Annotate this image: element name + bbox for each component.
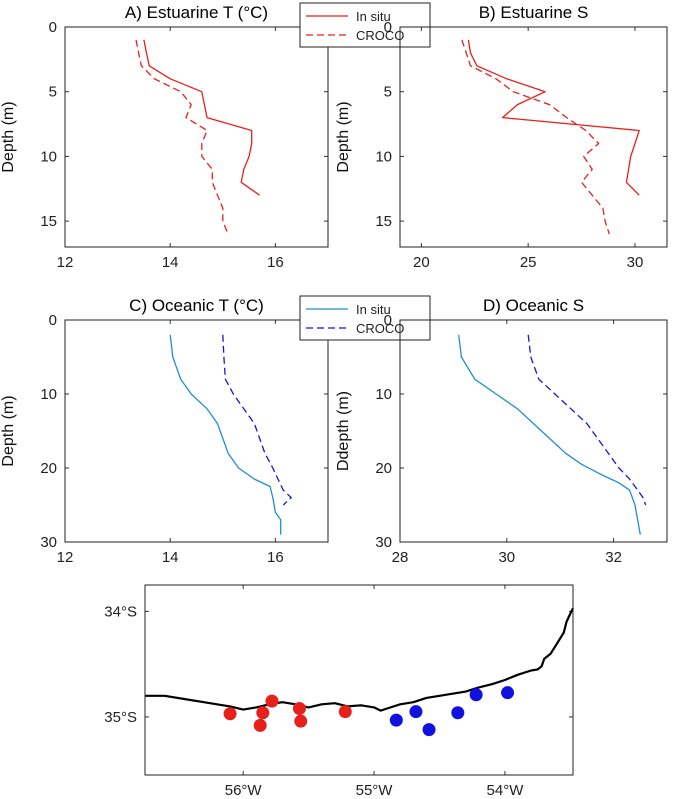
y-axis-label: Depth (m) — [335, 101, 352, 172]
x-tick-label: 28 — [392, 549, 409, 566]
estuarine-station-marker — [256, 706, 270, 720]
estuarine-station-marker — [253, 718, 267, 732]
oceanic-station-marker — [451, 706, 465, 720]
in-situ-profile-line — [169, 334, 282, 535]
x-tick-label: 14 — [162, 549, 179, 566]
oceanic-station-marker — [409, 705, 423, 719]
oceanic-station-marker — [469, 688, 483, 702]
oceanic-temperature-panel: C) Oceanic T (°C) Depth (m) 12 14 16 0 10 20 30 I… — [0, 295, 431, 566]
estuarine-temperature-panel: A) Estuarine T (°C) Depth (m) 12 14 16 0 5 10 15… — [0, 2, 431, 271]
y-tick-label: 5 — [384, 84, 392, 101]
legend: In situ CROCO — [299, 295, 431, 341]
oceanic-station-marker — [422, 723, 436, 737]
y-axis-label: Ddepth (m) — [335, 391, 352, 471]
oceanic-station-marker — [501, 686, 515, 700]
y-tick-label: 15 — [40, 213, 57, 230]
y-tick-label: 10 — [375, 386, 392, 403]
legend-entry-label: In situ — [356, 302, 391, 317]
panel-title: C) Oceanic T (°C) — [129, 296, 264, 315]
x-tick-label: 30 — [498, 549, 515, 566]
axes-box — [64, 26, 329, 248]
x-tick-label: 56°W — [225, 782, 263, 799]
x-tick-label: 30 — [627, 254, 644, 271]
y-tick-label: 5 — [49, 84, 57, 101]
croco-profile-line — [135, 39, 229, 235]
panel-title: B) Estuarine S — [479, 3, 589, 22]
y-tick-label: 30 — [40, 534, 57, 551]
axes-box — [64, 319, 329, 543]
x-tick-label: 12 — [57, 254, 74, 271]
estuarine-station-marker — [265, 694, 279, 708]
in-situ-profile-line — [467, 39, 640, 196]
x-tick-label: 16 — [267, 549, 284, 566]
in-situ-profile-line — [143, 39, 260, 196]
y-tick-label: 15 — [375, 213, 392, 230]
y-tick-label: 34°S — [104, 603, 137, 620]
estuarine-station-marker — [292, 702, 306, 715]
axes-box — [399, 319, 668, 543]
y-tick-label: 35°S — [104, 709, 137, 726]
axes-box — [399, 26, 668, 248]
x-tick-label: 54°W — [487, 782, 525, 799]
station-map-panel: 56°W 55°W 54°W 34°S 35°S — [104, 584, 574, 799]
x-tick-label: 12 — [57, 549, 74, 566]
legend-box — [299, 2, 431, 48]
y-tick-label: 10 — [375, 148, 392, 165]
axes-box — [144, 584, 574, 776]
estuarine-salinity-panel: B) Estuarine S Depth (m) 20 25 30 0 5 10 15 — [335, 3, 668, 271]
legend-entry-label: CROCO — [356, 321, 404, 336]
y-tick-label: 20 — [40, 460, 57, 477]
y-tick-label: 30 — [375, 534, 392, 551]
x-tick-label: 55°W — [356, 782, 394, 799]
estuarine-station-marker — [223, 707, 237, 721]
y-axis-label: Depth (m) — [0, 101, 17, 172]
y-axis-label: Depth (m) — [0, 395, 17, 466]
y-tick-label: 0 — [384, 19, 392, 36]
x-tick-label: 16 — [267, 254, 284, 271]
oceanic-station-marker — [389, 713, 403, 727]
estuarine-station-marker — [338, 705, 352, 719]
legend-entry-label: In situ — [356, 9, 391, 24]
croco-profile-line — [222, 334, 292, 506]
panel-title: D) Oceanic S — [483, 296, 584, 315]
y-tick-label: 0 — [49, 19, 57, 36]
x-tick-label: 25 — [520, 254, 537, 271]
y-tick-label: 10 — [40, 386, 57, 403]
y-tick-label: 20 — [375, 460, 392, 477]
in-situ-profile-line — [458, 334, 641, 535]
y-tick-label: 10 — [40, 148, 57, 165]
panel-title: A) Estuarine T (°C) — [125, 3, 268, 22]
x-tick-label: 32 — [605, 549, 622, 566]
croco-profile-line — [461, 39, 610, 235]
croco-profile-line — [527, 334, 647, 506]
coastline — [145, 607, 574, 712]
y-tick-label: 0 — [49, 312, 57, 329]
x-tick-label: 14 — [162, 254, 179, 271]
x-tick-label: 20 — [413, 254, 430, 271]
legend-entry-label: CROCO — [356, 28, 404, 43]
legend-box — [299, 295, 431, 341]
legend: In situ CROCO — [299, 2, 431, 48]
y-tick-label: 0 — [384, 312, 392, 329]
estuarine-station-marker — [294, 714, 308, 728]
